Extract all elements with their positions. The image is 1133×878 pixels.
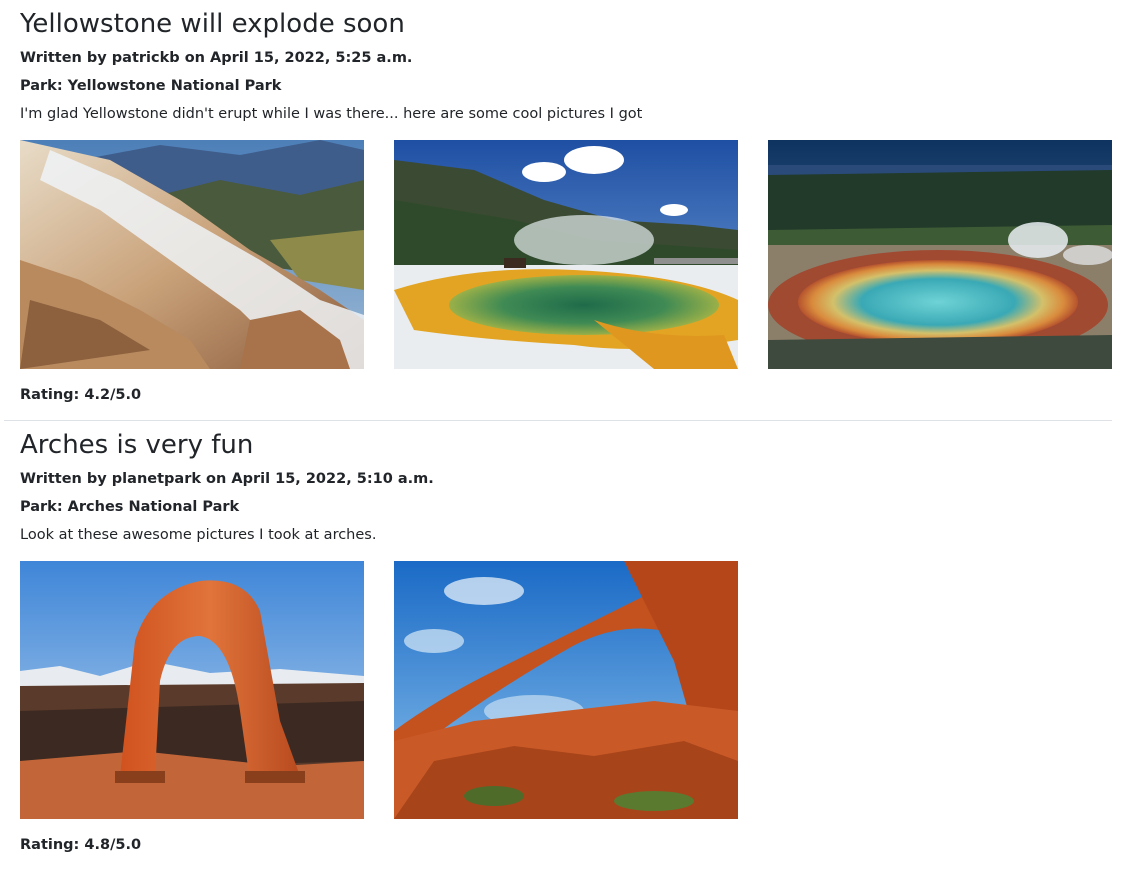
post-card: Arches is very fun Written by planetpark…: [4, 420, 1112, 870]
post-rating: Rating: 4.8/5.0: [20, 837, 142, 853]
post-title: Yellowstone will explode soon: [20, 9, 405, 39]
photo-image: [394, 140, 738, 369]
photo-gallery: [20, 561, 1112, 819]
post-title: Arches is very fun: [20, 430, 254, 460]
post-body: I'm glad Yellowstone didn't erupt while …: [20, 106, 643, 122]
post-rating: Rating: 4.2/5.0: [20, 387, 142, 403]
photo-delicate-arch[interactable]: [20, 561, 364, 819]
photo-image: [768, 140, 1112, 369]
post-body: Look at these awesome pictures I took at…: [20, 527, 377, 543]
photo-grand-prismatic[interactable]: [768, 140, 1112, 369]
post-card: Yellowstone will explode soon Written by…: [4, 0, 1112, 420]
photo-red-rock-arch[interactable]: [394, 561, 738, 819]
photo-mammoth-hot-springs[interactable]: [20, 140, 364, 369]
post-byline: Written by planetpark on April 15, 2022,…: [20, 471, 434, 487]
post-park: Park: Yellowstone National Park: [20, 78, 282, 94]
photo-image: [20, 140, 364, 369]
photo-gallery: [20, 140, 1112, 369]
post-byline: Written by patrickb on April 15, 2022, 5…: [20, 50, 413, 66]
photo-image: [20, 561, 364, 819]
post-list: Yellowstone will explode soon Written by…: [4, 0, 1112, 870]
photo-image: [394, 561, 738, 819]
photo-emerald-pool[interactable]: [394, 140, 738, 369]
post-park: Park: Arches National Park: [20, 499, 240, 515]
